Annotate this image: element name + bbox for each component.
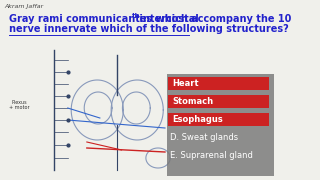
Text: Esophagus: Esophagus xyxy=(172,115,223,124)
Text: Akram Jaffar: Akram Jaffar xyxy=(4,4,44,9)
Text: intercostal: intercostal xyxy=(136,14,199,24)
Text: nerve innervate which of the following structures?: nerve innervate which of the following s… xyxy=(9,24,288,34)
FancyBboxPatch shape xyxy=(168,95,269,108)
FancyBboxPatch shape xyxy=(167,74,275,176)
FancyBboxPatch shape xyxy=(168,113,269,126)
Text: Heart: Heart xyxy=(172,79,199,88)
Text: Gray rami communicantes which accompany the 10: Gray rami communicantes which accompany … xyxy=(9,14,291,24)
Text: D. Sweat glands: D. Sweat glands xyxy=(170,133,238,142)
Text: E. Suprarenal gland: E. Suprarenal gland xyxy=(170,151,253,160)
Text: Stomach: Stomach xyxy=(172,97,213,106)
Text: th: th xyxy=(132,13,140,19)
Text: Plexus
+ motor: Plexus + motor xyxy=(9,100,29,110)
FancyBboxPatch shape xyxy=(168,77,269,90)
